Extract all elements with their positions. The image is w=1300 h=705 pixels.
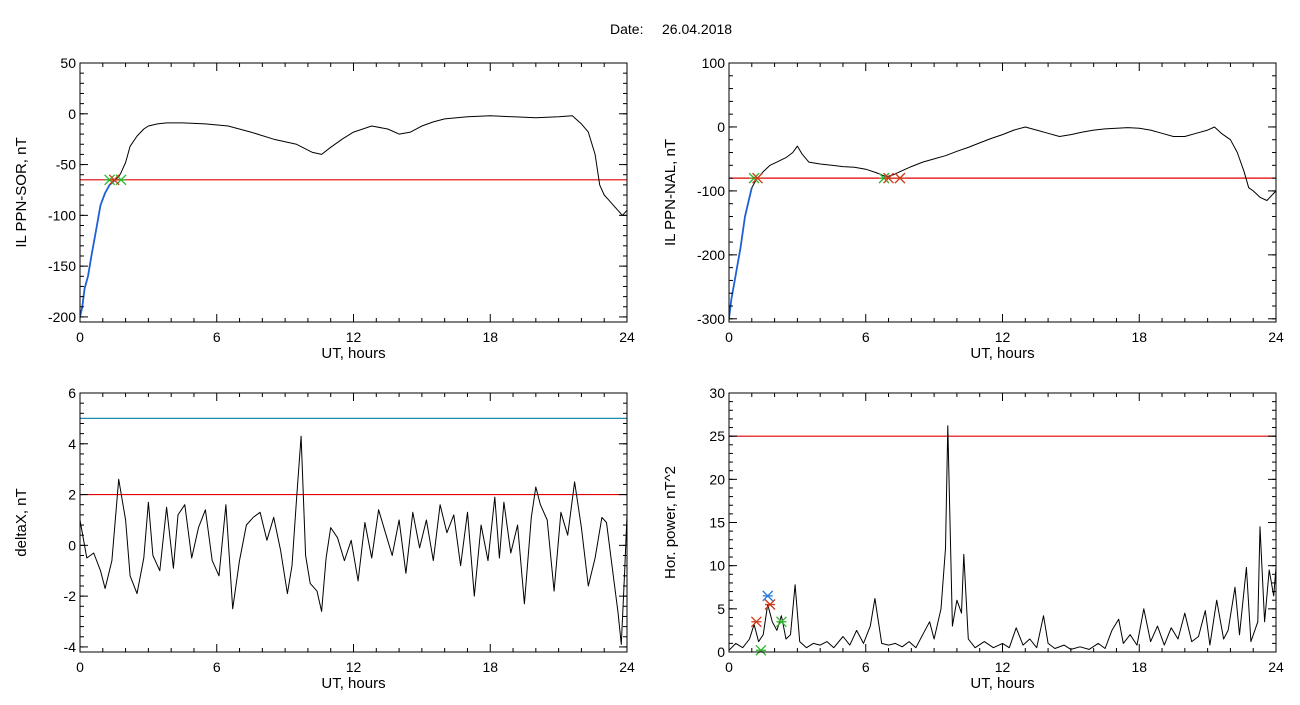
series-line-blue	[80, 180, 115, 318]
plot-frame	[79, 62, 628, 323]
x-tick-label: 12	[346, 659, 362, 675]
x-tick-label: 6	[213, 329, 221, 345]
x-tick-label: 24	[1268, 659, 1284, 675]
marker-red	[108, 174, 120, 186]
y-tick-label: -100	[48, 207, 76, 223]
y-tick-label: 0	[68, 537, 76, 553]
plot-frame	[728, 392, 1277, 653]
y-tick-label: 50	[60, 55, 76, 71]
y-tick-label: 5	[717, 601, 725, 617]
chart-panel-il_sor: 0 6 12 18 24 -200 -150 -100 -50 0 50 UT, hours IL PP…	[13, 55, 635, 362]
x-tick-label: 18	[1131, 659, 1147, 675]
plot-frame	[728, 62, 1277, 323]
series-line-black	[80, 115, 627, 318]
x-tick-label: 6	[862, 329, 870, 345]
chart-panel-il_nal: 0 6 12 18 24 -300 -200 -100 0 100 UT, hours IL PPN-…	[662, 55, 1284, 362]
x-axis-label: UT, hours	[321, 345, 385, 362]
x-tick-label: 18	[1131, 329, 1147, 345]
marker-blue	[762, 590, 774, 602]
date-value: 26.04.2018	[662, 21, 732, 37]
y-tick-label: 4	[68, 436, 76, 452]
x-axis-label: UT, hours	[970, 675, 1034, 692]
y-tick-label: -200	[48, 309, 76, 325]
x-axis-label: UT, hours	[321, 675, 385, 692]
y-tick-label: -300	[697, 311, 725, 327]
y-axis-label: IL PPN-SOR, nT	[13, 137, 30, 247]
x-tick-label: 6	[862, 659, 870, 675]
x-tick-label: 12	[346, 329, 362, 345]
y-axis-label: Hor. power, nT^2	[662, 466, 679, 579]
y-tick-label: 0	[717, 119, 725, 135]
x-tick-label: 6	[213, 659, 221, 675]
y-tick-label: 2	[68, 487, 76, 503]
marker-red	[894, 172, 906, 184]
marker-red	[883, 172, 895, 184]
y-tick-label: -50	[56, 157, 76, 173]
series-line-black	[80, 435, 627, 645]
y-tick-label: 0	[68, 106, 76, 122]
y-tick-label: 10	[709, 558, 725, 574]
x-tick-label: 12	[995, 659, 1011, 675]
y-tick-label: 6	[68, 385, 76, 401]
y-tick-label: 20	[709, 471, 725, 487]
series-line-blue	[729, 187, 753, 319]
x-tick-label: 0	[725, 659, 733, 675]
y-tick-label: 25	[709, 428, 725, 444]
x-axis-label: UT, hours	[970, 345, 1034, 362]
x-tick-label: 0	[76, 659, 84, 675]
y-tick-label: 100	[702, 55, 726, 71]
y-tick-label: -4	[64, 639, 77, 655]
y-axis-label: IL PPN-NAL, nT	[662, 139, 679, 246]
y-tick-label: 15	[709, 515, 725, 531]
marker-red	[752, 172, 763, 184]
marker-red	[750, 616, 762, 628]
marker-red	[764, 599, 776, 610]
series-line-black	[729, 425, 1276, 651]
y-tick-label: -150	[48, 258, 76, 274]
figure-header: Date: 26.04.2018	[610, 21, 732, 37]
x-tick-label: 18	[482, 329, 498, 345]
x-tick-label: 24	[619, 659, 635, 675]
y-axis-label: deltaX, nT	[13, 488, 30, 556]
x-tick-label: 24	[619, 329, 635, 345]
x-tick-label: 0	[76, 329, 84, 345]
plot-frame	[79, 392, 628, 653]
y-tick-label: -2	[64, 588, 77, 604]
x-tick-label: 24	[1268, 329, 1284, 345]
x-tick-label: 0	[725, 329, 733, 345]
chart-panel-hor_power: 0 6 12 18 24 0 5 10 15 20 25 30 UT, hours Hor. power,…	[662, 385, 1284, 692]
y-tick-label: -200	[697, 247, 725, 263]
y-tick-label: -100	[697, 183, 725, 199]
y-tick-label: 30	[709, 385, 725, 401]
marker-green	[755, 644, 767, 656]
series-line-black	[729, 126, 1276, 319]
x-tick-label: 12	[995, 329, 1011, 345]
y-tick-label: 0	[717, 644, 725, 660]
x-tick-label: 18	[482, 659, 498, 675]
date-label: Date:	[610, 21, 643, 37]
marker-green	[775, 616, 787, 628]
